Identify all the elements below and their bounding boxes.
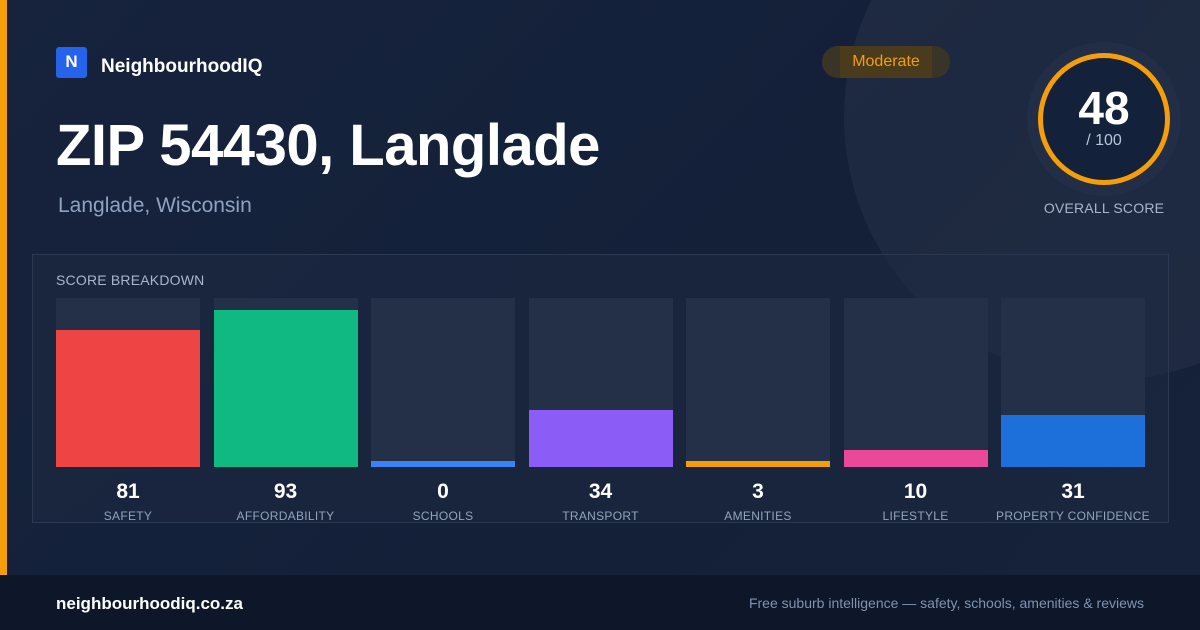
bar-column: 34 TRANSPORT <box>528 298 673 523</box>
bar-value-label: 10 <box>903 480 928 503</box>
bar-column: 0 SCHOOLS <box>371 298 515 523</box>
bar-track <box>1001 298 1145 467</box>
bar-column: 10 LIFESTYLE <box>843 298 988 523</box>
overall-score-value: 48 <box>1078 82 1130 134</box>
bar-category-label: SCHOOLS <box>412 509 474 523</box>
bar-column: 3 AMENITIES <box>686 298 830 523</box>
score-ring <box>1038 53 1170 185</box>
bar-category-label: AFFORDABILITY <box>236 509 335 523</box>
bar-category-label: TRANSPORT <box>562 509 639 523</box>
bar-track <box>213 298 358 467</box>
footer-domain: neighbourhoodiq.co.za <box>56 594 243 613</box>
footer: neighbourhoodiq.co.za Free suburb intell… <box>0 575 1200 630</box>
footer-tagline: Free suburb intelligence — safety, schoo… <box>748 595 1144 611</box>
bar-category-label: PROPERTY CONFIDENCE <box>996 509 1150 523</box>
bar-category-label: LIFESTYLE <box>882 509 949 523</box>
bar <box>56 330 200 467</box>
page-title: ZIP 54430, Langlade <box>56 113 600 178</box>
overall-score-label: OVERALL SCORE <box>1043 200 1165 216</box>
bar <box>213 309 358 467</box>
bar <box>1001 414 1145 467</box>
bar <box>371 461 515 467</box>
brand-name: NeighbourhoodIQ <box>101 56 263 77</box>
bar-value-label: 3 <box>752 480 764 503</box>
bar <box>686 461 830 467</box>
bar-column: 31 PROPERTY CONFIDENCE <box>996 298 1150 523</box>
bar <box>528 409 673 467</box>
score-breakdown-title: SCORE BREAKDOWN <box>56 272 205 288</box>
bar-track <box>528 298 673 467</box>
rating-badge: Moderate <box>822 46 950 78</box>
bar-category-label: AMENITIES <box>724 509 792 523</box>
accent-bar <box>0 0 7 575</box>
bar <box>843 450 988 467</box>
location-subtitle: Langlade, Wisconsin <box>58 194 252 217</box>
brand: N NeighbourhoodIQ <box>56 46 262 78</box>
bar-track <box>843 298 988 467</box>
bar-track <box>371 298 515 467</box>
bar-column: 81 SAFETY <box>56 298 200 523</box>
bar-track <box>686 298 830 467</box>
bar-category-label: SAFETY <box>103 509 153 523</box>
score-breakdown-panel: SCORE BREAKDOWN 81 SAFETY 93 AFFORDABILITY 0… <box>32 254 1169 523</box>
bar-column: 93 AFFORDABILITY <box>213 298 358 523</box>
bar-value-label: 34 <box>588 480 613 503</box>
bar-value-label: 31 <box>1061 480 1085 503</box>
bar-value-label: 93 <box>273 480 298 503</box>
bar-value-label: 0 <box>437 480 449 503</box>
share-card: N NeighbourhoodIQ ZIP 54430, Langlade La… <box>0 0 1200 575</box>
score-breakdown-chart: 81 SAFETY 93 AFFORDABILITY 0 SCHOOLS 34 TRANSPO… <box>56 298 1150 523</box>
bar-value-label: 81 <box>116 480 140 503</box>
brand-logo-icon: N <box>56 46 87 78</box>
bar-track <box>56 298 200 467</box>
overall-score-max: / 100 <box>1086 132 1122 149</box>
